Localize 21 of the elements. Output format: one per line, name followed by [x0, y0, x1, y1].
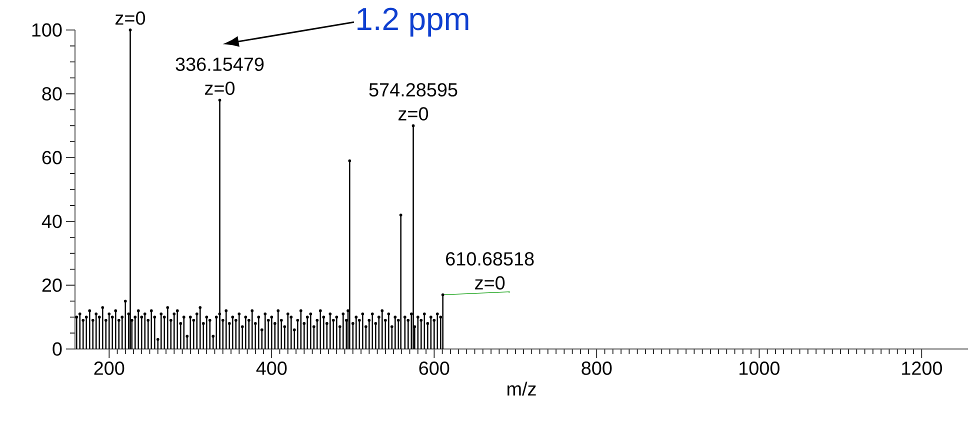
y-tick-label: 20: [42, 278, 62, 292]
x-axis-title: m/z: [508, 382, 536, 396]
x-tick-label: 600: [419, 362, 450, 375]
x-tick-label: 1000: [740, 362, 780, 375]
y-tick-label: 80: [42, 87, 62, 100]
x-tick-label: 800: [582, 362, 612, 375]
annotation: z=0: [475, 276, 505, 290]
annotation: 574.28595: [369, 83, 458, 96]
x-tick-label: 200: [94, 362, 124, 375]
x-tick-label: 1200: [902, 362, 942, 375]
annotation: z=0: [205, 82, 235, 95]
y-tick-label: 100: [32, 23, 62, 37]
annotation: 610.68518: [446, 252, 534, 266]
y-tick-label: 0: [52, 342, 62, 356]
annotation: z=0: [115, 11, 146, 25]
x-tick-label: 400: [256, 362, 287, 375]
y-tick-label: 60: [42, 150, 62, 164]
annotation: 336.15479: [176, 58, 264, 71]
annotation: z=0: [398, 107, 428, 120]
y-tick-label: 40: [42, 214, 62, 228]
annotation: 1.2 ppm: [358, 8, 468, 37]
